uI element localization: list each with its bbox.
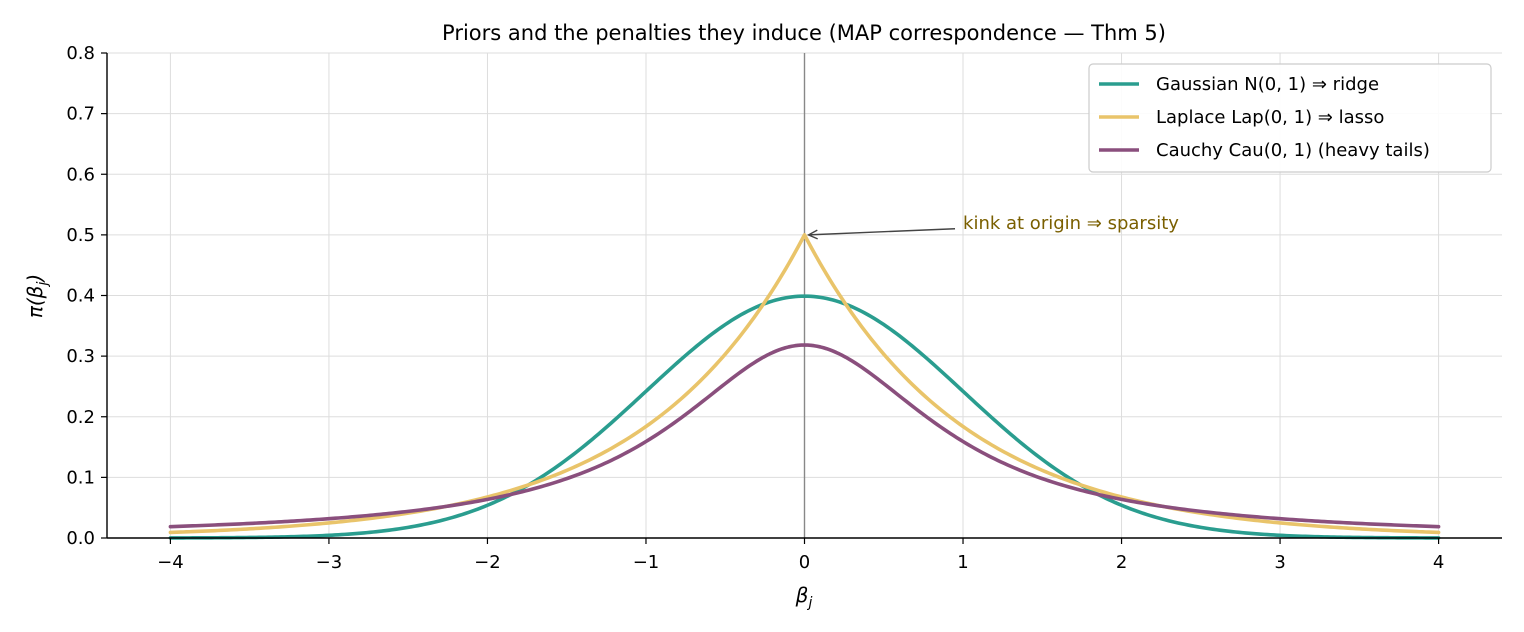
legend: Gaussian N(0, 1) ⇒ ridge Laplace Lap(0, 1… <box>1088 63 1492 173</box>
series-group <box>168 233 1441 540</box>
y-ticks: 0.0 0.1 0.2 0.3 0.4 0.5 0.6 0.7 0.8 <box>66 43 107 549</box>
series-line-cauchy <box>168 343 1441 529</box>
x-axis-label: βj <box>795 583 813 611</box>
x-tick-label-2: −2 <box>474 552 501 573</box>
y-tick-label-3: 0.3 <box>66 346 95 367</box>
annotation-arrowhead <box>806 229 818 240</box>
annotation: kink at origin ⇒ sparsity <box>806 213 1179 240</box>
legend-frame <box>1088 63 1492 173</box>
x-tick-label-1: −3 <box>316 552 343 573</box>
y-tick-label-4: 0.4 <box>66 286 95 307</box>
x-axis-label-main: β <box>795 583 809 607</box>
annotation-arrow <box>808 228 956 236</box>
legend-label-cauchy: Cauchy Cau(0, 1) (heavy tails) <box>1156 140 1430 161</box>
y-axis-label-subscript: j <box>35 282 51 288</box>
y-axis-label-main: π(β <box>23 285 47 318</box>
x-tick-label-5: 1 <box>957 552 968 573</box>
series-line-laplace <box>168 233 1441 535</box>
x-tick-label-8: 4 <box>1433 552 1444 573</box>
legend-label-gaussian: Gaussian N(0, 1) ⇒ ridge <box>1156 74 1379 95</box>
y-tick-label-7: 0.7 <box>66 104 95 125</box>
x-tick-label-3: −1 <box>633 552 660 573</box>
series-line-gaussian <box>168 294 1441 540</box>
x-tick-label-6: 2 <box>1116 552 1127 573</box>
annotation-text: kink at origin ⇒ sparsity <box>963 213 1179 234</box>
chart-title: Priors and the penalties they induce (MA… <box>442 21 1166 45</box>
y-tick-label-1: 0.1 <box>66 467 95 488</box>
legend-items: Gaussian N(0, 1) ⇒ ridge Laplace Lap(0, 1… <box>1099 74 1430 161</box>
y-tick-label-6: 0.6 <box>66 164 95 185</box>
x-tick-label-4: 0 <box>799 552 810 573</box>
y-tick-label-2: 0.2 <box>66 407 95 428</box>
y-tick-label-8: 0.8 <box>66 43 95 64</box>
legend-label-laplace: Laplace Lap(0, 1) ⇒ lasso <box>1156 107 1384 128</box>
y-axis-label-close: ) <box>23 274 47 284</box>
x-tick-label-0: −4 <box>157 552 184 573</box>
x-ticks: −4 −3 −2 −1 0 1 2 3 4 <box>157 538 1444 573</box>
x-tick-label-7: 3 <box>1274 552 1285 573</box>
x-axis-label-subscript: j <box>806 595 812 611</box>
y-tick-label-5: 0.5 <box>66 225 95 246</box>
y-tick-label-0: 0.0 <box>66 528 95 549</box>
y-axis-label: π(βj) <box>23 274 51 318</box>
